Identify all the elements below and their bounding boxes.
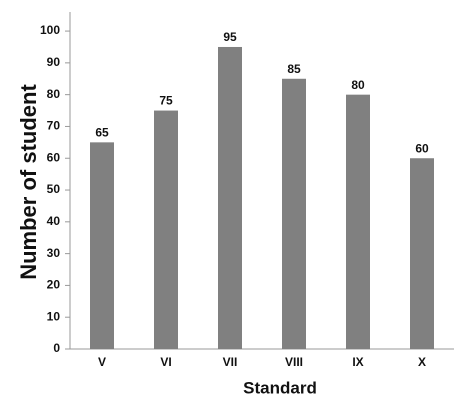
y-tick-label: 50 xyxy=(47,182,61,196)
y-tick-label: 0 xyxy=(53,341,60,355)
bar xyxy=(90,142,114,349)
bar xyxy=(218,46,242,349)
y-tick-label: 10 xyxy=(47,309,61,323)
y-tick-label: 40 xyxy=(47,214,61,228)
y-tick-label: 90 xyxy=(47,55,61,69)
bar xyxy=(154,110,178,349)
y-tick-label: 30 xyxy=(47,246,61,260)
bar xyxy=(282,78,306,349)
bar xyxy=(410,158,434,349)
y-axis-label: Number of student xyxy=(16,84,41,280)
x-axis-label: Standard xyxy=(243,378,317,397)
y-tick-label: 80 xyxy=(47,87,61,101)
y-tick-label: 100 xyxy=(40,23,60,37)
bar xyxy=(346,94,370,350)
x-tick-label: VI xyxy=(160,355,171,369)
data-label: 65 xyxy=(95,126,109,140)
y-tick-label: 60 xyxy=(47,150,61,164)
x-tick-label: V xyxy=(98,355,106,369)
y-tick-label: 70 xyxy=(47,119,61,133)
data-label: 60 xyxy=(415,141,429,155)
y-tick-label: 20 xyxy=(47,278,61,292)
x-tick-label: X xyxy=(418,355,426,369)
data-label: 80 xyxy=(351,78,365,92)
data-label: 75 xyxy=(159,94,173,108)
data-label: 95 xyxy=(223,30,237,44)
data-label: 85 xyxy=(287,62,301,76)
x-tick-label: VII xyxy=(223,355,238,369)
x-tick-label: IX xyxy=(352,355,363,369)
x-tick-label: VIII xyxy=(285,355,303,369)
